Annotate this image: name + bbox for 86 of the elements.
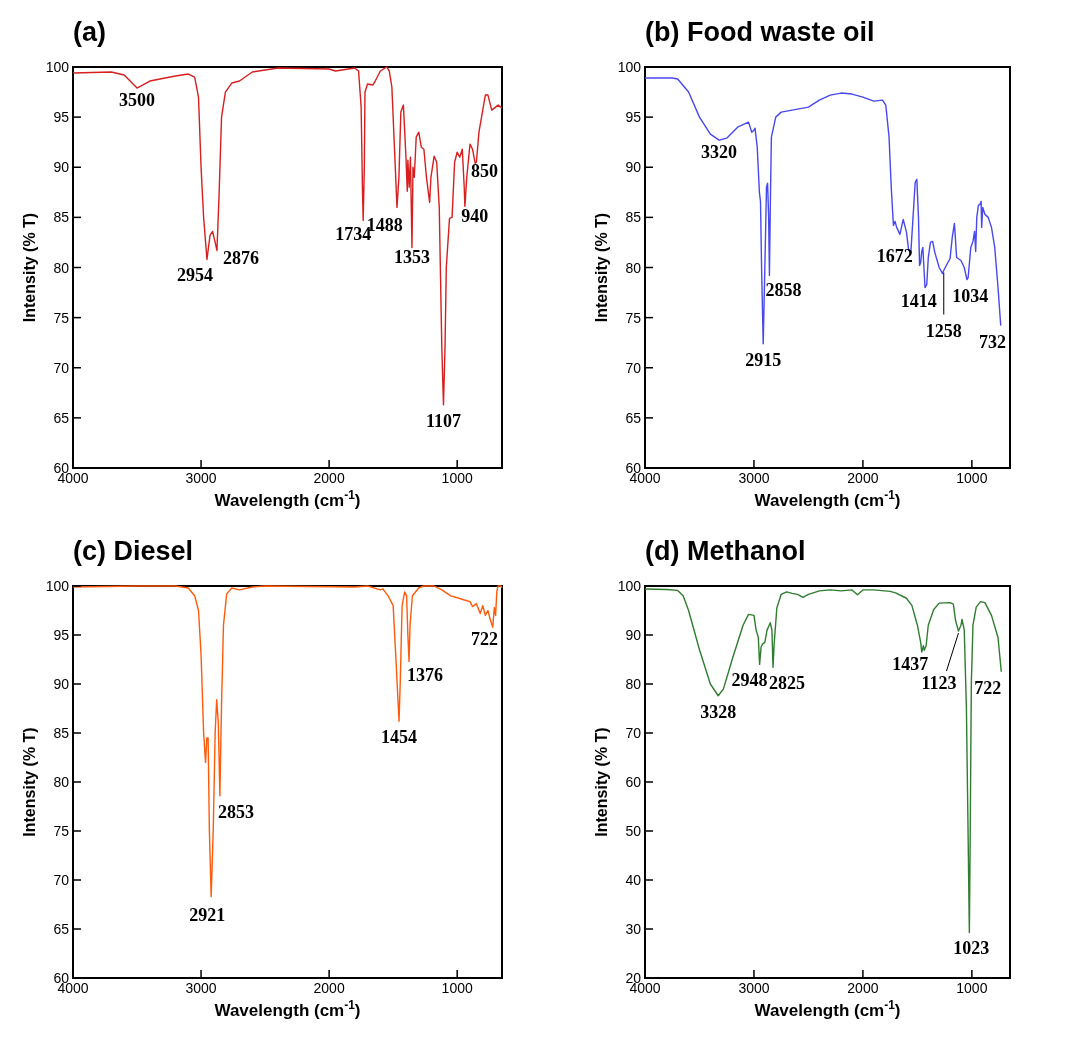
annotation: 3328 [700, 701, 737, 722]
annotation: 1123 [921, 673, 957, 694]
x-tick-label: 2000 [313, 470, 345, 486]
x-tick-label: 2000 [847, 470, 879, 486]
y-tick-label: 80 [625, 676, 642, 692]
annotation: 1454 [381, 727, 418, 748]
y-axis-title: Intensity (% T) [21, 727, 38, 837]
y-tick-label: 80 [625, 259, 642, 276]
annotation: 2921 [189, 904, 226, 925]
line-series [644, 588, 1002, 934]
y-tick-label: 75 [53, 823, 70, 839]
y-tick-label: 90 [625, 159, 642, 176]
annotation: 1672 [876, 246, 913, 267]
y-tick-label: 90 [625, 627, 642, 643]
y-tick-label: 85 [53, 209, 70, 226]
y-tick-label: 70 [53, 359, 70, 376]
y-axis-title: Intensity (% T) [593, 727, 610, 837]
annotation: 1376 [407, 665, 444, 686]
x-tick-label: 3000 [738, 980, 770, 996]
x-axis-title: Wavelength (cm$^{-1}$) [214, 488, 361, 510]
y-tick-label: 75 [53, 309, 70, 326]
y-tick-label: 85 [625, 209, 642, 226]
y-tick-label: 95 [53, 109, 70, 126]
x-axis-title: Wavelength (cm$^{-1}$) [214, 998, 361, 1020]
line-series [72, 66, 503, 406]
annotation: 940 [461, 206, 489, 227]
y-tick-label: 100 [45, 578, 70, 594]
annotation: 1437 [892, 654, 929, 675]
annotation: 1353 [393, 247, 430, 268]
y-axis-title: Intensity (% T) [593, 212, 610, 323]
y-tick-label: 40 [625, 872, 642, 888]
x-axis-title: Wavelength (cm$^{-1}$) [754, 998, 901, 1020]
x-tick-label: 3000 [185, 470, 217, 486]
annotation: 3320 [701, 142, 738, 163]
annotation: 1414 [900, 290, 937, 311]
y-tick-label: 85 [53, 725, 70, 741]
chart-title: (c) Diesel [73, 536, 194, 566]
annotation: 722 [974, 677, 1002, 698]
x-tick-label: 2000 [847, 980, 879, 996]
x-tick-label: 2000 [313, 980, 345, 996]
y-tick-label: 100 [617, 578, 642, 594]
y-tick-label: 65 [53, 409, 70, 426]
y-tick-label: 90 [53, 159, 70, 176]
y-tick-label: 70 [625, 725, 642, 741]
annotation: 2876 [222, 248, 259, 269]
annotation: 2853 [217, 801, 254, 822]
line-series [72, 585, 503, 898]
x-tick-label: 1000 [956, 980, 988, 996]
x-tick-label: 1000 [956, 470, 988, 486]
annotation: 1034 [952, 285, 989, 306]
annotation: 2948 [731, 670, 768, 691]
annotation: 850 [471, 161, 498, 182]
x-axis-title: Wavelength (cm$^{-1}$) [754, 488, 901, 510]
x-tick-label: 3000 [185, 980, 217, 996]
annotation: 1107 [425, 410, 461, 431]
annotation: 1258 [925, 320, 962, 341]
annotation: 3500 [119, 90, 156, 111]
annotation: 2825 [769, 673, 806, 694]
y-tick-label: 65 [53, 921, 70, 937]
y-tick-label: 60 [625, 774, 642, 790]
annotation: 2915 [745, 349, 782, 370]
y-tick-label: 95 [53, 627, 70, 643]
y-tick-label: 80 [53, 774, 70, 790]
chart-title: (a) [73, 17, 106, 47]
x-tick-label: 1000 [441, 470, 473, 486]
y-tick-label: 100 [45, 59, 70, 75]
chart-title: (b) Food waste oil [645, 17, 875, 47]
y-tick-label: 100 [617, 59, 642, 75]
annotation: 1023 [953, 938, 990, 959]
y-tick-label: 75 [625, 309, 642, 326]
y-tick-label: 70 [53, 872, 70, 888]
annotation: 2954 [176, 265, 213, 286]
y-tick-label: 80 [53, 259, 70, 276]
annotation: 722 [471, 629, 498, 650]
y-tick-label: 65 [625, 409, 642, 426]
y-tick-label: 50 [625, 823, 642, 839]
y-tick-label: 95 [625, 109, 642, 126]
x-tick-label: 1000 [441, 980, 473, 996]
chart-title: (d) Methanol [645, 536, 806, 566]
y-axis-title: Intensity (% T) [21, 212, 38, 323]
annotation: 2858 [765, 279, 802, 300]
annotation: 732 [979, 331, 1006, 352]
x-tick-label: 3000 [738, 470, 770, 486]
y-tick-label: 30 [625, 921, 642, 937]
y-tick-label: 90 [53, 676, 70, 692]
y-tick-label: 70 [625, 359, 642, 376]
